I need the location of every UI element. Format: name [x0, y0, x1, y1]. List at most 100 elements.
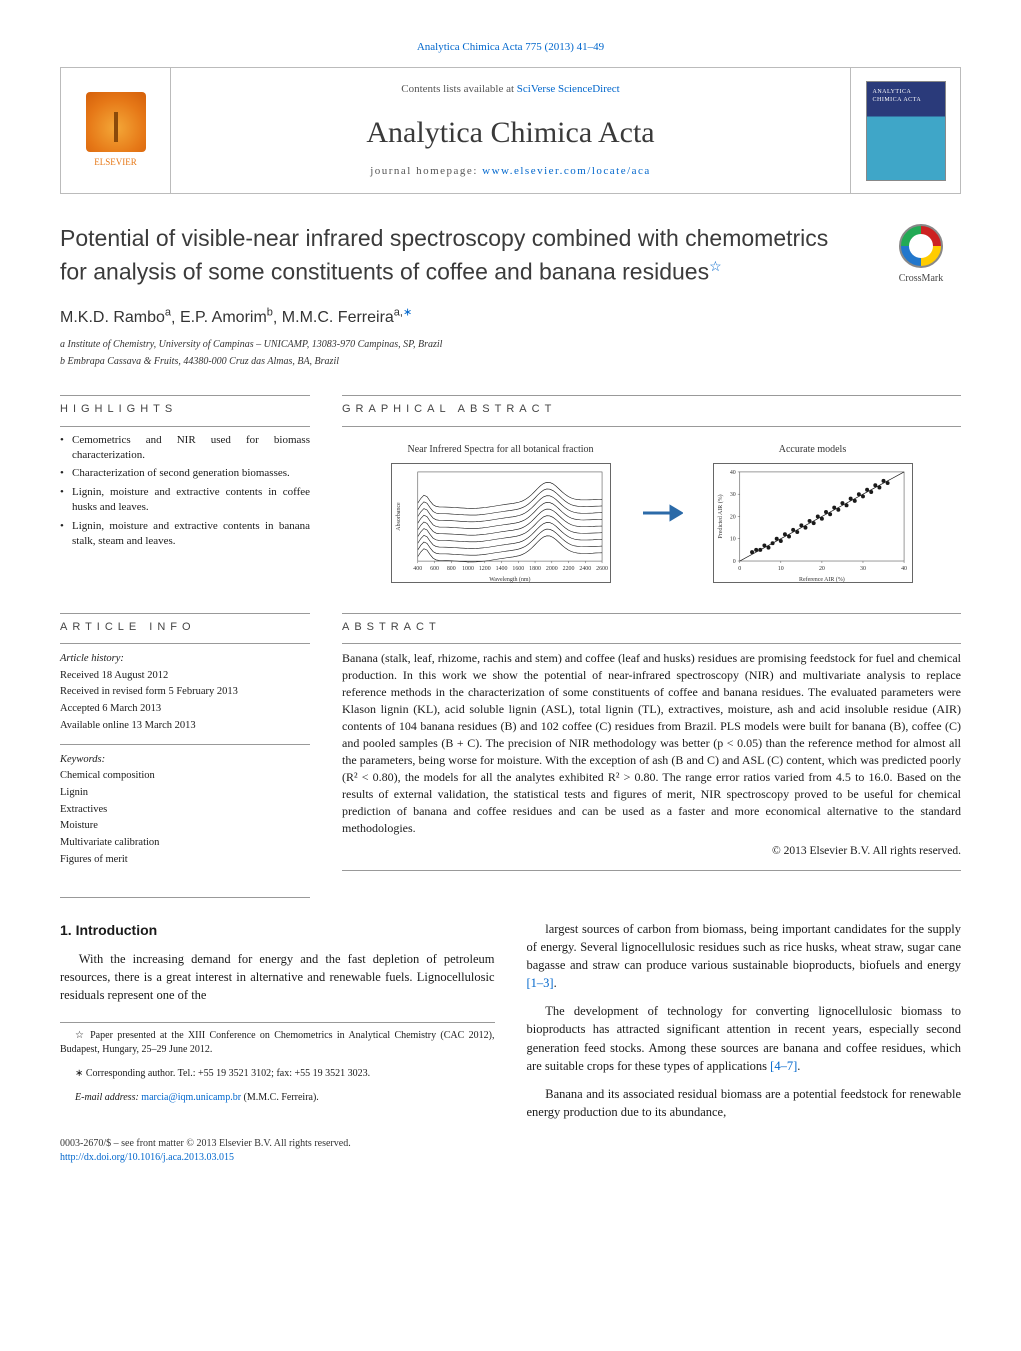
svg-text:1000: 1000 [462, 566, 474, 572]
ref-link[interactable]: [1–3] [527, 976, 554, 990]
ga-arrow-icon [641, 503, 683, 523]
page-footer: 0003-2670/$ – see front matter © 2013 El… [60, 1137, 961, 1165]
homepage-line: journal homepage: www.elsevier.com/locat… [370, 164, 651, 179]
footnote-star: ☆ Paper presented at the XIII Conference… [60, 1029, 495, 1057]
running-head: Analytica Chimica Acta 775 (2013) 41–49 [60, 40, 961, 55]
ga-right-caption: Accurate models [713, 443, 913, 457]
article-info-block: ARTICLE INFO Article history: Received 1… [60, 607, 310, 877]
keywords-head: Keywords: [60, 753, 310, 768]
sciencedirect-link[interactable]: SciVerse ScienceDirect [517, 83, 620, 95]
journal-masthead: ELSEVIER Contents lists available at Sci… [60, 67, 961, 194]
body-para: With the increasing demand for energy an… [60, 950, 495, 1004]
elsevier-wordmark: ELSEVIER [86, 156, 146, 169]
keyword: Chemical composition [60, 769, 310, 784]
svg-text:1200: 1200 [478, 566, 490, 572]
footnote-corresponding: ∗ Corresponding author. Tel.: +55 19 352… [60, 1067, 495, 1081]
graphical-abstract-block: GRAPHICAL ABSTRACT Near Infrered Spectra… [342, 389, 961, 586]
svg-text:20: 20 [818, 566, 824, 572]
history-line: Received 18 August 2012 [60, 669, 310, 684]
publisher-logo-cell: ELSEVIER [61, 68, 171, 193]
svg-text:0: 0 [732, 559, 735, 565]
authors-line: M.K.D. Ramboa, E.P. Amorimb, M.M.C. Ferr… [60, 306, 961, 330]
doi-link[interactable]: http://dx.doi.org/10.1016/j.aca.2013.03.… [60, 1152, 234, 1163]
svg-text:0: 0 [738, 566, 741, 572]
svg-text:600: 600 [430, 566, 439, 572]
section-1-heading: 1. Introduction [60, 920, 495, 940]
ga-scatter-panel: 001010202030304040Reference AIR (%)Predi… [713, 463, 913, 583]
body-para: largest sources of carbon from biomass, … [527, 920, 962, 993]
svg-text:Absorbance: Absorbance [395, 502, 401, 531]
ga-left-caption: Near Infrered Spectra for all botanical … [391, 443, 611, 457]
keyword: Figures of merit [60, 853, 310, 868]
svg-text:30: 30 [860, 566, 866, 572]
keyword: Moisture [60, 819, 310, 834]
body-para: Banana and its associated residual bioma… [527, 1085, 962, 1121]
keyword: Multivariate calibration [60, 836, 310, 851]
cover-cell: ANALYTICA CHIMICA ACTA [850, 68, 960, 193]
keyword: Extractives [60, 803, 310, 818]
crossmark-icon [899, 224, 943, 268]
affiliation-line: b Embrapa Cassava & Fruits, 44380-000 Cr… [60, 354, 961, 369]
running-head-link[interactable]: Analytica Chimica Acta 775 (2013) 41–49 [417, 41, 604, 53]
svg-text:Predicted AIR (%): Predicted AIR (%) [716, 494, 723, 538]
abstract-block: ABSTRACT Banana (stalk, leaf, rhizome, r… [342, 607, 961, 877]
crossmark-widget[interactable]: CrossMark [881, 224, 961, 286]
scatter-svg: 001010202030304040Reference AIR (%)Predi… [714, 464, 912, 583]
issn-line: 0003-2670/$ – see front matter © 2013 El… [60, 1137, 961, 1151]
history-head: Article history: [60, 652, 310, 667]
highlights-list: Cemometrics and NIR used for biomass cha… [60, 433, 310, 549]
affiliation-line: a Institute of Chemistry, University of … [60, 337, 961, 352]
svg-text:2600: 2600 [596, 566, 608, 572]
abstract-head: ABSTRACT [342, 620, 961, 635]
ref-link[interactable]: [4–7] [770, 1059, 797, 1073]
svg-text:40: 40 [901, 566, 907, 572]
svg-text:40: 40 [729, 470, 735, 476]
svg-text:30: 30 [729, 492, 735, 498]
spectra-svg: 4006008001000120014001600180020002200240… [392, 464, 610, 583]
elsevier-tree-icon [86, 92, 146, 152]
contents-prefix: Contents lists available at [401, 83, 516, 95]
highlights-head: HIGHLIGHTS [60, 402, 310, 417]
svg-text:Reference AIR (%): Reference AIR (%) [799, 576, 845, 583]
journal-title: Analytica Chimica Acta [366, 112, 654, 154]
title-footnote-link[interactable]: ☆ [709, 258, 722, 274]
author: M.M.C. Ferreiraa,∗ [282, 309, 412, 326]
history-line: Received in revised form 5 February 2013 [60, 685, 310, 700]
abstract-copyright: © 2013 Elsevier B.V. All rights reserved… [342, 843, 961, 859]
highlight-item: Characterization of second generation bi… [60, 466, 310, 481]
author: M.K.D. Ramboa [60, 309, 171, 326]
contents-line: Contents lists available at SciVerse Sci… [401, 82, 619, 97]
journal-homepage-link[interactable]: www.elsevier.com/locate/aca [482, 165, 651, 177]
svg-text:10: 10 [777, 566, 783, 572]
svg-text:2000: 2000 [545, 566, 557, 572]
svg-text:10: 10 [729, 536, 735, 542]
author: E.P. Amorimb [180, 309, 273, 326]
ga-spectra-panel: 4006008001000120014001600180020002200240… [391, 463, 611, 583]
article-title: Potential of visible-near infrared spect… [60, 224, 861, 287]
article-body: 1. Introduction With the increasing dema… [60, 920, 961, 1123]
highlight-item: Lignin, moisture and extractive contents… [60, 485, 310, 515]
svg-text:1400: 1400 [495, 566, 507, 572]
highlight-item: Lignin, moisture and extractive contents… [60, 519, 310, 549]
svg-text:800: 800 [446, 566, 455, 572]
svg-text:400: 400 [413, 566, 422, 572]
svg-text:1800: 1800 [529, 566, 541, 572]
svg-text:Wavelength (nm): Wavelength (nm) [489, 576, 530, 583]
highlights-block: HIGHLIGHTS Cemometrics and NIR used for … [60, 389, 310, 586]
crossmark-label: CrossMark [881, 272, 961, 286]
cover-title: ANALYTICA CHIMICA ACTA [873, 88, 939, 105]
elsevier-logo: ELSEVIER [86, 92, 146, 169]
keyword: Lignin [60, 786, 310, 801]
graphical-abstract-figure: Near Infrered Spectra for all botanical … [342, 435, 961, 587]
affiliations: a Institute of Chemistry, University of … [60, 337, 961, 369]
svg-text:1600: 1600 [512, 566, 524, 572]
highlight-item: Cemometrics and NIR used for biomass cha… [60, 433, 310, 463]
history-line: Available online 13 March 2013 [60, 719, 310, 734]
svg-text:2400: 2400 [579, 566, 591, 572]
abstract-text: Banana (stalk, leaf, rhizome, rachis and… [342, 651, 961, 835]
footnote-email: E-mail address: marcia@iqm.unicamp.br (M… [60, 1091, 495, 1105]
homepage-prefix: journal homepage: [370, 165, 482, 177]
history-line: Accepted 6 March 2013 [60, 702, 310, 717]
masthead-center: Contents lists available at SciVerse Sci… [171, 68, 850, 193]
corresponding-email-link[interactable]: marcia@iqm.unicamp.br [141, 1092, 241, 1103]
